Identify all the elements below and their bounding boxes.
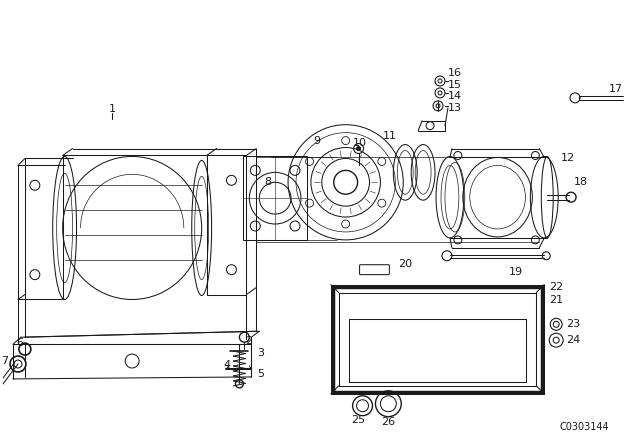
- Text: 5: 5: [257, 369, 264, 379]
- Text: 14: 14: [448, 91, 462, 101]
- Text: 23: 23: [566, 319, 580, 329]
- Text: 15: 15: [448, 80, 462, 90]
- Text: 26: 26: [381, 417, 396, 426]
- Text: 16: 16: [448, 68, 462, 78]
- Text: 24: 24: [566, 335, 580, 345]
- Text: 21: 21: [549, 296, 563, 306]
- Text: 2: 2: [245, 336, 253, 346]
- Text: 17: 17: [609, 84, 623, 94]
- Text: 6: 6: [16, 338, 23, 348]
- Text: C0303144: C0303144: [559, 422, 609, 431]
- Text: 19: 19: [508, 267, 522, 277]
- Text: 18: 18: [574, 177, 588, 187]
- Text: 1: 1: [109, 104, 116, 114]
- Text: 13: 13: [448, 103, 462, 113]
- Bar: [243, 156, 307, 240]
- Text: 8: 8: [264, 177, 271, 187]
- Text: 20: 20: [398, 259, 412, 269]
- Text: 12: 12: [561, 154, 575, 164]
- Text: 11: 11: [383, 131, 396, 141]
- Text: 4: 4: [223, 360, 230, 370]
- Text: 25: 25: [351, 415, 365, 425]
- Circle shape: [356, 146, 360, 151]
- Text: 7: 7: [1, 356, 8, 366]
- Text: 3: 3: [257, 348, 264, 358]
- Text: 9: 9: [314, 136, 321, 146]
- Text: 22: 22: [549, 281, 563, 292]
- Text: 10: 10: [353, 138, 367, 147]
